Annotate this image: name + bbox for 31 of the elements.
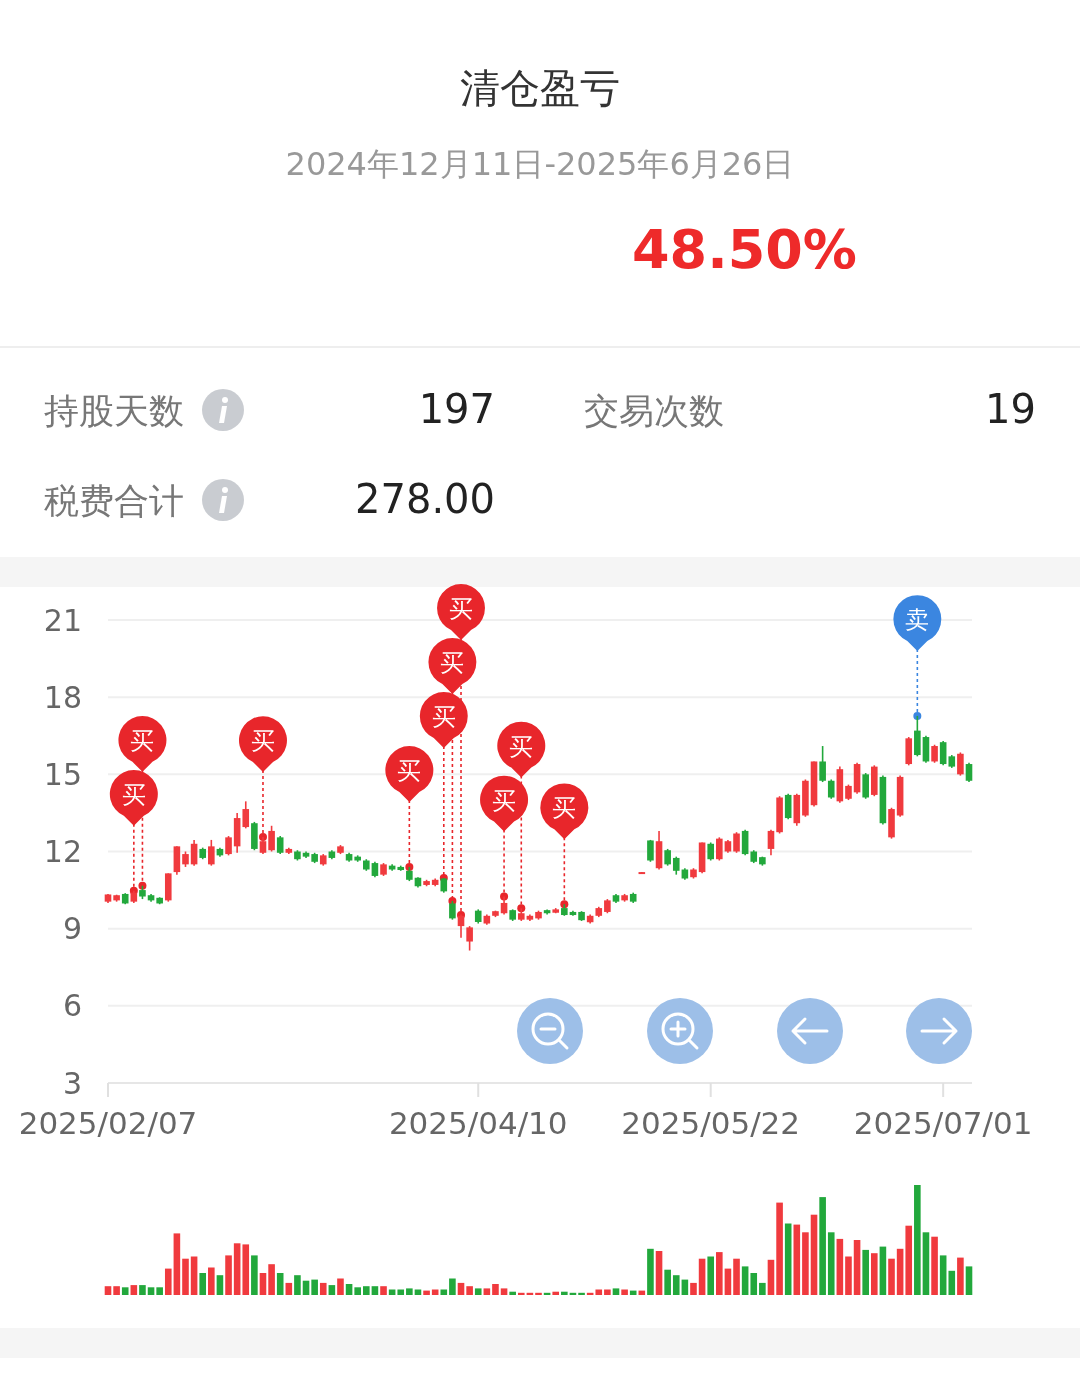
x-tick-label: 2025/04/10 [388, 1105, 568, 1141]
text: 卖 [905, 605, 930, 634]
text: 48.50% [632, 218, 857, 281]
text: 买 [449, 594, 474, 623]
x-tick-label: 2025/05/22 [621, 1105, 801, 1141]
text: 买 [492, 786, 517, 815]
x-tick-label: 2025/02/07 [18, 1105, 198, 1141]
text: 买 [121, 780, 146, 809]
y-tick-label: 15 [43, 756, 82, 792]
y-tick-label: 12 [43, 834, 82, 869]
x-tick-label: 2025/07/01 [853, 1105, 1033, 1141]
y-tick-label: 18 [43, 679, 82, 715]
text: 买 [250, 727, 275, 756]
text: 交易次数 [584, 391, 724, 431]
text: 买 [431, 702, 456, 731]
text: 买 [509, 732, 534, 761]
y-tick-label: 6 [62, 988, 82, 1024]
text: 持股天数 [44, 391, 184, 431]
text: 买 [440, 648, 465, 677]
y-tick-label: 21 [43, 602, 82, 638]
text: 197 [418, 386, 495, 432]
text: 买 [397, 756, 422, 785]
legend-label: 买 [552, 794, 577, 823]
text: 278.00 [355, 476, 495, 522]
y-tick-label: 9 [62, 911, 82, 947]
text: 2024年12月11日-2025年6月26日 [285, 145, 795, 183]
text: 清仓盈亏 [460, 65, 620, 111]
text: 19 [985, 386, 1036, 432]
text: 税费合计 [44, 481, 184, 521]
y-tick-label: 3 [62, 1065, 82, 1101]
text: 买 [130, 726, 155, 755]
